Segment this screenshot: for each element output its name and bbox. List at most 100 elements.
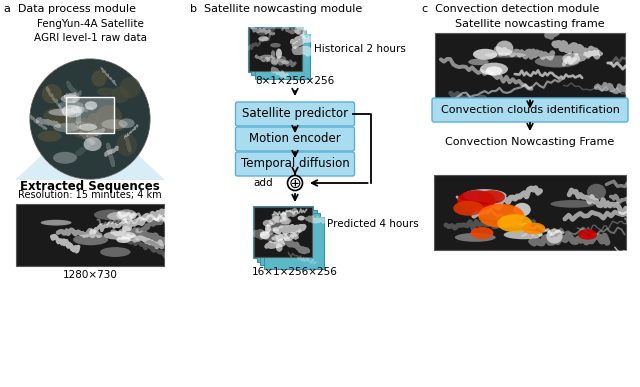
Text: add: add [253, 178, 273, 188]
Ellipse shape [96, 105, 122, 128]
Text: Extracted Sequences: Extracted Sequences [20, 180, 160, 193]
Ellipse shape [97, 87, 115, 96]
Text: Convection Nowcasting Frame: Convection Nowcasting Frame [445, 137, 614, 147]
Ellipse shape [73, 234, 108, 245]
Text: Temporal diffusion: Temporal diffusion [241, 158, 349, 171]
Ellipse shape [563, 53, 580, 65]
Ellipse shape [280, 217, 291, 224]
Ellipse shape [497, 214, 532, 232]
Ellipse shape [41, 220, 72, 226]
Text: ⊕: ⊕ [289, 175, 301, 190]
Ellipse shape [260, 231, 270, 239]
Ellipse shape [88, 113, 99, 125]
Ellipse shape [480, 63, 508, 75]
Ellipse shape [79, 124, 97, 131]
Ellipse shape [84, 137, 102, 151]
Ellipse shape [61, 105, 83, 118]
Ellipse shape [61, 94, 80, 103]
Ellipse shape [463, 189, 506, 202]
Ellipse shape [513, 203, 531, 216]
Ellipse shape [42, 84, 62, 103]
Ellipse shape [100, 247, 131, 257]
Ellipse shape [457, 190, 495, 211]
FancyBboxPatch shape [236, 102, 355, 126]
Bar [251, 30, 306, 75]
Ellipse shape [119, 118, 134, 128]
Ellipse shape [120, 77, 141, 98]
Ellipse shape [38, 131, 61, 142]
Text: 16×1×256×256: 16×1×256×256 [252, 267, 338, 277]
Ellipse shape [70, 118, 95, 134]
Bar [434, 175, 626, 250]
Ellipse shape [282, 212, 287, 219]
Text: 8×1×256×256: 8×1×256×256 [255, 76, 335, 86]
Bar [66, 97, 114, 133]
Ellipse shape [84, 101, 97, 110]
Text: b  Satellite nowcasting module: b Satellite nowcasting module [190, 4, 362, 14]
Ellipse shape [547, 229, 563, 244]
Ellipse shape [478, 190, 505, 204]
Ellipse shape [260, 55, 273, 59]
Ellipse shape [470, 227, 493, 239]
Text: 1280×730: 1280×730 [63, 270, 117, 280]
Ellipse shape [265, 224, 271, 233]
Ellipse shape [101, 119, 128, 129]
Text: Satellite predictor: Satellite predictor [242, 108, 348, 120]
Bar [435, 33, 625, 98]
Ellipse shape [478, 204, 524, 228]
Bar [16, 204, 164, 266]
Bar [260, 213, 320, 265]
Bar [254, 207, 312, 257]
Ellipse shape [107, 212, 136, 221]
FancyBboxPatch shape [432, 98, 628, 122]
Ellipse shape [112, 86, 129, 103]
Ellipse shape [271, 50, 275, 58]
Text: Historical 2 hours: Historical 2 hours [314, 44, 406, 54]
Ellipse shape [522, 223, 545, 235]
Ellipse shape [272, 213, 280, 222]
Ellipse shape [534, 55, 580, 67]
Ellipse shape [276, 243, 283, 252]
Text: FengYun-4A Satellite
AGRI level-1 raw data: FengYun-4A Satellite AGRI level-1 raw da… [33, 19, 147, 43]
Ellipse shape [54, 112, 73, 127]
Ellipse shape [578, 229, 597, 240]
Ellipse shape [504, 230, 543, 239]
Ellipse shape [43, 108, 71, 126]
Ellipse shape [486, 67, 502, 75]
Text: a  Data process module: a Data process module [4, 4, 136, 14]
Ellipse shape [476, 205, 519, 221]
Ellipse shape [468, 59, 489, 65]
Ellipse shape [116, 236, 131, 243]
Text: c  Convection detection module: c Convection detection module [422, 4, 600, 14]
Ellipse shape [104, 231, 136, 240]
Bar [257, 209, 317, 262]
Text: Motion encoder: Motion encoder [249, 132, 341, 146]
Ellipse shape [58, 101, 84, 110]
Polygon shape [15, 133, 165, 180]
Bar [248, 27, 301, 70]
Ellipse shape [453, 201, 484, 216]
Ellipse shape [270, 43, 281, 48]
Ellipse shape [484, 53, 526, 58]
Circle shape [30, 59, 150, 179]
FancyBboxPatch shape [236, 127, 355, 151]
Ellipse shape [282, 61, 289, 64]
Ellipse shape [258, 36, 269, 41]
Circle shape [287, 175, 303, 190]
Ellipse shape [92, 70, 107, 87]
Text: Predicted 4 hours: Predicted 4 hours [327, 219, 419, 229]
Ellipse shape [53, 152, 77, 164]
Ellipse shape [473, 49, 497, 60]
Text: Convection clouds identification: Convection clouds identification [440, 105, 620, 115]
Ellipse shape [271, 57, 278, 66]
Ellipse shape [496, 41, 513, 56]
Circle shape [31, 60, 150, 178]
Ellipse shape [277, 56, 286, 62]
Text: Satellite nowcasting frame: Satellite nowcasting frame [455, 19, 605, 29]
Text: Resolution: 15 minutes; 4 km: Resolution: 15 minutes; 4 km [18, 190, 162, 200]
Ellipse shape [94, 209, 127, 220]
Ellipse shape [116, 209, 137, 221]
Ellipse shape [73, 125, 99, 139]
Ellipse shape [587, 184, 606, 200]
Ellipse shape [49, 109, 77, 116]
